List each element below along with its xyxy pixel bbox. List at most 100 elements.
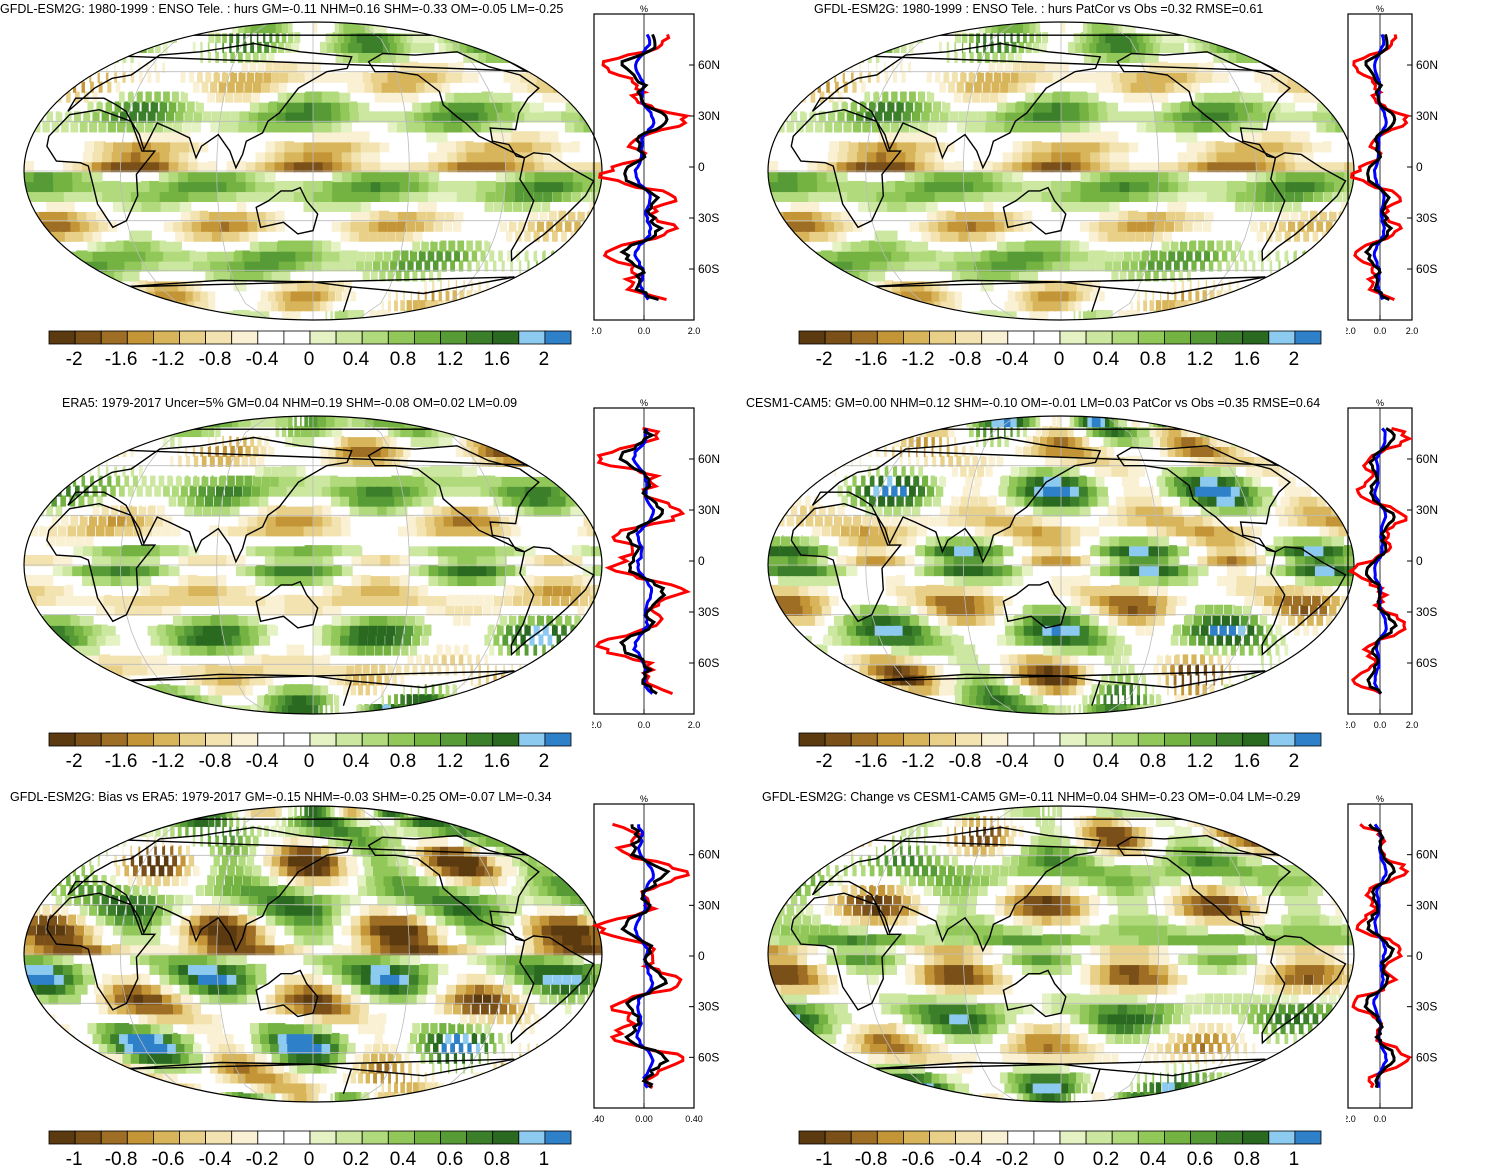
map-cell	[533, 151, 546, 163]
map-cell	[1141, 674, 1146, 686]
map-cell	[42, 495, 48, 507]
map-cell	[145, 250, 160, 262]
map-cell	[268, 485, 279, 497]
map-cell	[370, 535, 382, 547]
coastline	[367, 445, 540, 553]
map-cell	[216, 555, 228, 567]
map-cell	[452, 515, 466, 527]
map-cell	[1128, 270, 1135, 282]
map-cell	[841, 240, 857, 252]
map-cell	[792, 250, 811, 262]
map-cell	[484, 475, 500, 487]
map-cell	[1032, 300, 1044, 312]
map-cell	[1061, 190, 1072, 202]
world-map	[23, 415, 603, 715]
map-cell	[1197, 190, 1208, 202]
map-cell	[213, 270, 227, 282]
map-cell	[579, 230, 585, 242]
map-cell	[1206, 31, 1232, 44]
map-cell	[246, 664, 259, 676]
map-cell	[151, 594, 164, 606]
map-cell	[188, 151, 199, 163]
map-cell	[1080, 141, 1092, 153]
map-cell	[36, 141, 46, 153]
map-cell	[347, 41, 360, 53]
map-cell	[406, 694, 412, 706]
map-cell	[1333, 151, 1346, 163]
map-cell	[916, 141, 927, 153]
map-cell	[1283, 141, 1296, 153]
map-cell	[510, 81, 526, 93]
map-cell	[802, 210, 817, 222]
map-cell	[524, 644, 529, 656]
map-cell	[1031, 161, 1043, 173]
panel-era5: ERA5: 1979-2017 Uncer=5% GM=0.04 NHM=0.1…	[0, 394, 745, 782]
map-cell	[980, 674, 994, 686]
map-cell	[420, 71, 435, 83]
map-cell	[373, 445, 386, 457]
map-cell	[107, 81, 112, 93]
map-cell	[1181, 280, 1185, 292]
map-cell	[1020, 280, 1032, 292]
map-cell	[508, 684, 518, 696]
map-cell	[180, 91, 188, 103]
map-cell	[1156, 210, 1167, 222]
map-cell	[1091, 310, 1101, 320]
map-cell	[201, 220, 214, 232]
map-cell	[508, 614, 517, 626]
map-cell	[869, 31, 886, 44]
map-cell	[162, 435, 168, 447]
map-cell	[1286, 270, 1289, 282]
map-cell	[273, 455, 282, 467]
map-cell	[275, 416, 284, 428]
map-cell	[1090, 171, 1102, 183]
map-cell	[553, 81, 570, 93]
map-cell	[403, 684, 405, 696]
map-cell	[991, 260, 1004, 272]
colorbar-tick-label: -0.4	[995, 349, 1029, 370]
map-cell	[208, 694, 227, 706]
map-cell	[242, 644, 255, 656]
map-cell	[322, 151, 334, 163]
map-cell	[547, 634, 553, 646]
map-cell	[370, 465, 383, 477]
map-cell	[95, 525, 105, 537]
map-cell	[471, 121, 485, 133]
map-cell	[542, 111, 557, 123]
map-cell	[36, 200, 50, 212]
map-cell	[351, 200, 362, 212]
map-cell	[462, 694, 475, 706]
map-cell	[87, 101, 94, 113]
map-cell	[101, 565, 113, 577]
map-cell	[501, 81, 517, 93]
map-cell	[244, 475, 253, 487]
map-cell	[123, 240, 138, 252]
map-cell	[369, 131, 381, 143]
map-cell	[1189, 240, 1197, 252]
map-cell	[322, 101, 333, 113]
map-cell	[60, 101, 67, 113]
map-cell	[180, 71, 186, 83]
map-cell	[564, 220, 572, 232]
map-cell	[191, 614, 204, 626]
map-cell	[377, 111, 389, 123]
map-cell	[881, 121, 890, 133]
map-cell	[1251, 280, 1256, 292]
map-cell	[424, 260, 431, 272]
map-cell	[939, 81, 946, 93]
map-cell	[926, 270, 942, 282]
map-cell	[983, 41, 987, 53]
map-cell	[902, 111, 911, 123]
map-cell	[1136, 121, 1149, 133]
map-cell	[1150, 250, 1158, 262]
map-cell	[329, 664, 339, 676]
map-cell	[321, 485, 333, 497]
map-cell	[230, 290, 245, 302]
map-cell	[207, 171, 218, 183]
map-cell	[245, 445, 251, 457]
map-cell	[1041, 151, 1053, 163]
map-cell	[515, 624, 522, 636]
map-cell	[518, 515, 532, 527]
map-cell	[1099, 151, 1111, 163]
map-cell	[247, 515, 258, 527]
